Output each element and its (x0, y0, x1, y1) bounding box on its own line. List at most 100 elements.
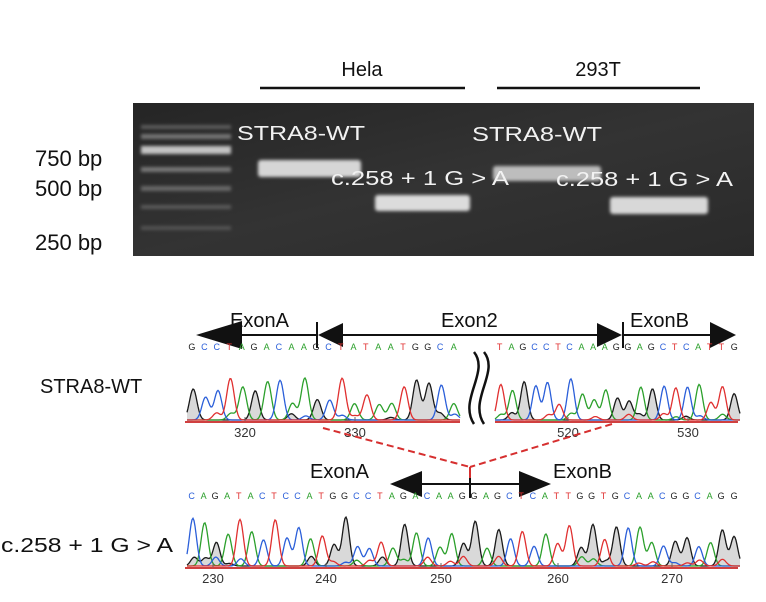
sequence-base: C (188, 491, 195, 501)
mutant-exon-b-arrowhead (519, 471, 551, 497)
wt-sequence-left: G C C T A G A C A A G C T A T A A T G G … (188, 342, 456, 352)
sequence-base: A (590, 342, 596, 352)
wt-position-label: 530 (677, 425, 699, 440)
sequence-base: C (276, 342, 283, 352)
sequence-base: A (375, 342, 381, 352)
sequence-base: G (329, 491, 336, 501)
mutant-exon-map: ExonA ExonB (310, 461, 612, 498)
mutant-position-label: 250 (430, 571, 452, 586)
sequence-base: A (201, 491, 207, 501)
sequence-base: T (271, 491, 277, 501)
gel-image: STRA8-WT c.258 + 1 G > A STRA8-WT c.258 … (133, 103, 754, 256)
sequence-base: A (306, 491, 312, 501)
sequence-base: C (543, 342, 550, 352)
sequence-base: A (448, 491, 454, 501)
trace-T (187, 518, 740, 567)
sequence-base: T (377, 491, 383, 501)
sequence-base: T (400, 342, 406, 352)
sequence-base: C (282, 491, 289, 501)
sequence-base: C (659, 491, 666, 501)
trace-C (187, 379, 461, 421)
ladder-band (141, 146, 231, 154)
sequence-base: T (565, 491, 571, 501)
sequence-base: G (612, 491, 619, 501)
ladder-band (141, 134, 231, 139)
sequence-base: A (224, 491, 230, 501)
sequence-base: G (212, 491, 219, 501)
sequence-base: A (301, 342, 307, 352)
sequence-base: T (318, 491, 324, 501)
hela-mutant-band (375, 195, 470, 211)
sequence-base: T (518, 491, 524, 501)
wt-position-label: 330 (344, 425, 366, 440)
sequence-base: A (388, 342, 394, 352)
mutant-position-label: 230 (202, 571, 224, 586)
mutant-chromatogram (186, 515, 741, 567)
sequence-base: C (660, 342, 667, 352)
sequence-base: G (682, 491, 689, 501)
sequence-base: T (497, 342, 503, 352)
sequence-base: C (624, 491, 631, 501)
sequence-base: A (288, 342, 294, 352)
sequence-base: T (554, 491, 560, 501)
sequence-base: A (695, 342, 701, 352)
wt-position-label: 320 (234, 425, 256, 440)
mutant-sequence: C A G A T A C T C C A T G G C C T A G A … (188, 491, 737, 501)
ladder-band (141, 226, 231, 230)
sequence-base: G (613, 342, 620, 352)
sequence-base: T (555, 342, 561, 352)
trace-G-fill (495, 381, 740, 420)
gel-background (133, 103, 754, 256)
ladder-750bp-label: 750 bp (35, 146, 102, 171)
sequence-base: C (424, 491, 431, 501)
skip-dashed-line-left (322, 427, 471, 468)
wt-exon-a-label: ExonA (230, 310, 290, 332)
ladder-lane (141, 125, 231, 230)
sequence-base: T (707, 342, 713, 352)
skip-dashed-line-right (469, 423, 613, 468)
sequence-base: G (494, 491, 501, 501)
mutant-exon-a-arrowhead (390, 471, 422, 497)
sequence-base: C (294, 491, 301, 501)
mutant-exon-a-label: ExonA (310, 461, 370, 483)
sequence-base: G (341, 491, 348, 501)
lane-4-label: c.258 + 1 G > A (556, 169, 734, 191)
sequence-base: T (338, 342, 344, 352)
sequence-base: G (400, 491, 407, 501)
sequence-base: A (637, 342, 643, 352)
sequence-base: T (601, 491, 607, 501)
ladder-250bp-label: 250 bp (35, 230, 102, 255)
cell-line-hela-label: Hela (341, 59, 383, 81)
lane-1-label: STRA8-WT (237, 123, 365, 145)
wt-exon-2-arrowhead-right (597, 323, 622, 347)
293t-mutant-band (610, 197, 708, 214)
sequence-base: A (578, 342, 584, 352)
293t-wt-band (493, 166, 601, 181)
sequence-base: G (471, 491, 478, 501)
sequence-base: A (636, 491, 642, 501)
sequence-base: A (248, 491, 254, 501)
trace-T (187, 377, 460, 421)
mutant-position-label: 270 (661, 571, 683, 586)
sequence-base: G (251, 342, 258, 352)
exon-skip-connector (322, 423, 613, 480)
ladder-band (141, 125, 231, 129)
sequence-base: A (508, 342, 514, 352)
sequence-base: G (313, 342, 320, 352)
sequence-base: G (188, 342, 195, 352)
sequence-base: A (264, 342, 270, 352)
wt-exon-a-arrowhead (196, 321, 242, 349)
sequence-base: T (226, 342, 232, 352)
cell-line-293t-label: 293T (575, 59, 621, 81)
sequence-base: C (531, 342, 538, 352)
wt-sequence-right: T A G C C T C A A A G G A G C T C A T T … (497, 342, 738, 352)
wt-exon-b-arrowhead (710, 322, 736, 348)
sequence-base: G (671, 491, 678, 501)
sequence-base: A (239, 342, 245, 352)
sequence-base: C (437, 342, 444, 352)
wt-exon-map: ExonA Exon2 ExonB (196, 310, 736, 349)
ladder-500bp-label: 500 bp (35, 176, 102, 201)
sequence-base: G (412, 342, 419, 352)
wt-chromatogram (186, 376, 741, 421)
